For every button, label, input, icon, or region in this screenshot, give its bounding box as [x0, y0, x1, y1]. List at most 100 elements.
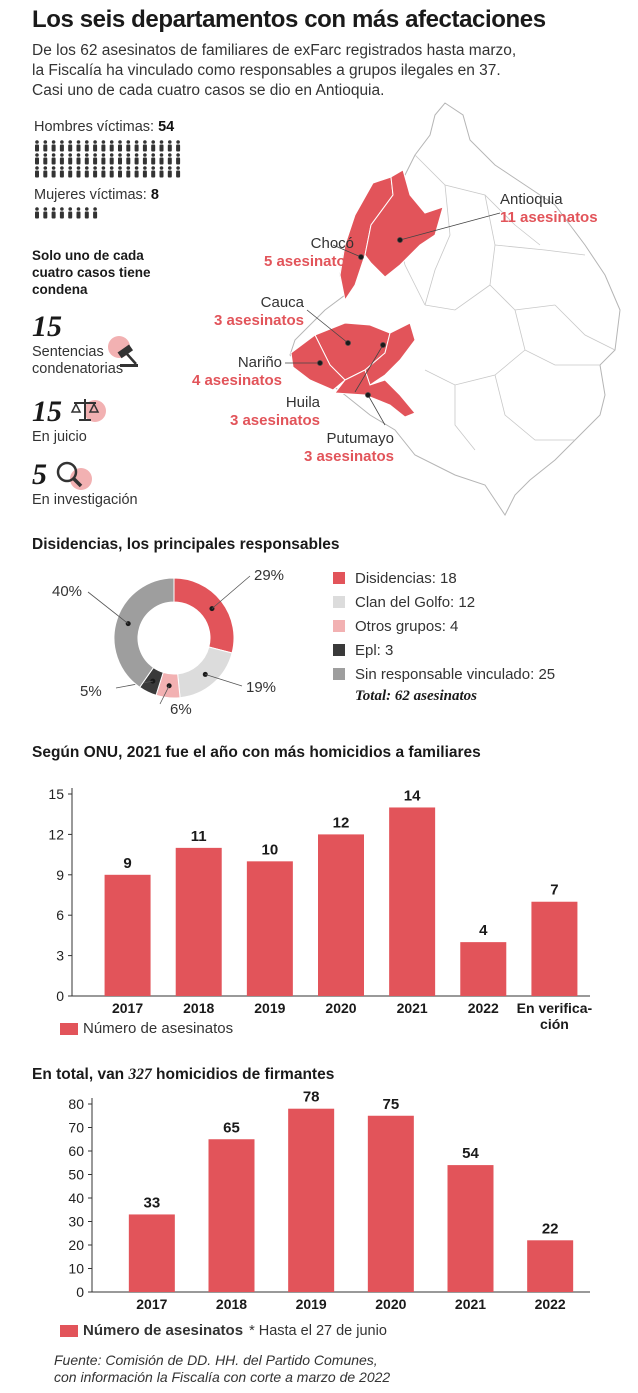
men-person-icon: [151, 153, 156, 165]
map-label-antioquia-count: 11 asesinatos: [500, 209, 598, 226]
men-person-icon: [159, 140, 164, 152]
bar-2022: [460, 942, 507, 996]
map-label-huila-count: 3 asesinatos: [229, 412, 320, 429]
men-person-icon: [59, 140, 64, 152]
legend-swatch-sin-responsable: [333, 668, 345, 680]
page-title: Los seis departamentos con más afectacio…: [32, 6, 546, 33]
women-person-icon: [93, 207, 98, 219]
bar-2018: [208, 1139, 255, 1292]
men-victims-value: 54: [158, 119, 175, 135]
men-person-icon: [159, 153, 164, 165]
stat-sentences-value: 15: [32, 310, 62, 343]
men-person-icon: [101, 140, 106, 152]
men-person-icon: [43, 166, 48, 178]
legend-label-clan-del-golfo: Clan del Golfo: 12: [355, 593, 476, 611]
women-person-icon: [51, 207, 56, 219]
men-person-icon: [134, 166, 139, 178]
men-person-icon: [51, 166, 56, 178]
legend-label-otros-grupos: Otros grupos: 4: [355, 617, 459, 635]
x-tick-label: 2017: [136, 1296, 167, 1312]
bar-chart-1: 0 3 6 9 12 15 9 2017 11 2018 10 2019 12 2020 14 2021 4 20…: [48, 786, 593, 1032]
map-label-narino-name: Nariño: [237, 354, 282, 371]
donut-percent-label: 40%: [52, 583, 82, 600]
men-person-icon: [68, 166, 73, 178]
bar-value-label: 10: [262, 841, 279, 858]
bar-chart-2-title: En total, van 327 homicidios de firmante…: [32, 1066, 334, 1084]
x-tick-label: 2022: [468, 1000, 499, 1016]
donut-chart: 29% 19% 6% 5% 40%: [52, 567, 284, 718]
men-person-icon: [126, 166, 131, 178]
women-person-icon: [43, 207, 48, 219]
bar-value-label: 78: [303, 1090, 320, 1106]
stat-investigation: 5 En investigación: [32, 458, 192, 509]
women-person-icon: [76, 207, 81, 219]
map-label-narino-count: 4 asesinatos: [191, 372, 282, 389]
men-person-icon: [176, 166, 181, 178]
men-person-icon: [101, 153, 106, 165]
bar-2017: [104, 874, 151, 996]
bar-2019: [288, 1108, 335, 1292]
y-tick-label: 20: [68, 1237, 84, 1253]
donut-slice-disidencias: [173, 577, 235, 654]
legend-item-epl: Epl: 3: [333, 638, 555, 662]
map-label-huila-name: Huila: [285, 394, 320, 411]
bar-value-label: 12: [333, 814, 350, 831]
men-victims-text: Hombres víctimas:: [34, 119, 155, 135]
donut-chart-title: Disidencias, los principales responsable…: [32, 536, 340, 553]
women-victims-text: Mujeres víctimas:: [34, 187, 147, 203]
men-person-icon: [118, 140, 122, 152]
men-person-icon: [167, 140, 172, 152]
men-person-icon: [76, 166, 81, 178]
stat-sentences-label: Sentencias condenatorias: [32, 344, 124, 377]
y-tick-label: 6: [56, 907, 64, 923]
legend-label-disidencias: Disidencias: 18: [355, 569, 457, 587]
x-tick-label: 2022: [535, 1296, 566, 1312]
x-tick-label: ción: [540, 1016, 569, 1032]
men-person-icon: [84, 166, 89, 178]
y-tick-label: 50: [68, 1167, 84, 1183]
donut-slice-sin-responsable-vinculado: [113, 577, 175, 688]
men-person-icon: [118, 153, 122, 165]
men-person-icon: [142, 153, 147, 165]
men-person-icon: [93, 140, 98, 152]
bar-2019: [246, 861, 293, 996]
donut-percent-label: 5%: [80, 683, 102, 700]
bar-value-label: 65: [223, 1119, 240, 1136]
men-person-icon: [151, 140, 156, 152]
x-tick-label: 2018: [216, 1296, 247, 1312]
men-person-icon: [35, 166, 39, 178]
map-label-huila: Huila 3 asesinatos: [226, 394, 320, 430]
bar-chart-2-note: * Hasta el 27 de junio: [249, 1322, 387, 1339]
men-person-icon: [176, 140, 181, 152]
bar-2018: [175, 847, 222, 996]
map-label-antioquia: Antioquia 11 asesinatos: [500, 191, 598, 227]
legend-item-sin-responsable: Sin responsable vinculado: 25: [333, 662, 555, 686]
men-person-icon: [43, 140, 48, 152]
women-person-icon: [84, 207, 89, 219]
stat-sentences: 15 Sentencias condenatorias: [32, 310, 192, 378]
bar-value-label: 4: [479, 922, 488, 939]
y-tick-label: 0: [56, 988, 64, 1004]
men-person-icon: [159, 166, 164, 178]
y-tick-label: 80: [68, 1096, 84, 1112]
map-label-choco-count: 5 asesinatos: [263, 253, 354, 270]
men-person-icon: [43, 153, 48, 165]
map-highlight-group: [290, 169, 444, 418]
x-tick-label: En verifica-: [517, 1000, 593, 1016]
men-person-icon: [109, 153, 114, 165]
y-tick-label: 40: [68, 1190, 84, 1206]
men-person-icon: [93, 166, 98, 178]
bar-chart-2-legend-swatch: [60, 1324, 78, 1337]
bar-chart-2-legend: Número de asesinatos * Hasta el 27 de ju…: [60, 1322, 387, 1339]
stat-trial-value: 15: [32, 395, 62, 428]
donut-total: Total: 62 asesinatos: [355, 688, 477, 704]
men-person-icon: [101, 166, 106, 178]
men-person-icon: [35, 153, 39, 165]
donut-leader-line: [211, 575, 251, 609]
women-person-icon: [59, 207, 64, 219]
legend-item-clan-del-golfo: Clan del Golfo: 12: [333, 590, 555, 614]
x-tick-label: 2021: [397, 1000, 428, 1016]
legend-swatch-disidencias: [333, 572, 345, 584]
map-label-putumayo-name: Putumayo: [326, 430, 394, 447]
bar-2020: [318, 834, 364, 996]
